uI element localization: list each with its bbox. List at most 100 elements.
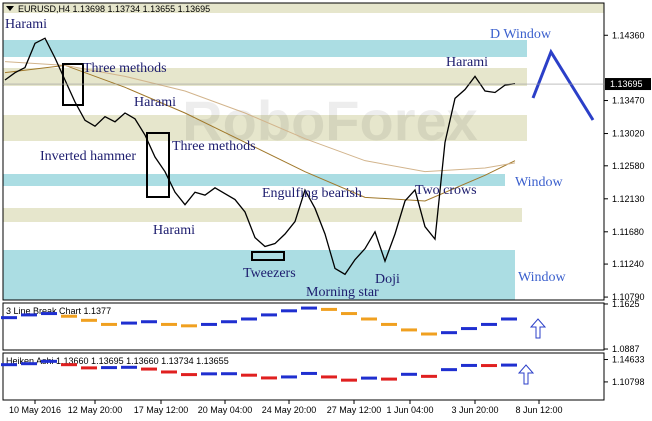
indicator-point [221,320,237,324]
zone [3,40,527,57]
indicator-point [181,324,197,328]
annotation: Harami [134,95,176,110]
indicator-point [161,370,177,374]
indicator-point [461,327,477,331]
indicator-point [101,322,117,326]
indicator-point [441,368,457,372]
current-price-box [605,78,651,91]
indicator-point [21,313,37,317]
x-tick-label: 24 May 20:00 [262,405,317,415]
price-plot [4,37,516,276]
indicator-point [481,364,497,368]
indicator-point [501,317,517,321]
indicator-point [501,363,517,367]
x-tick-label: 1 Jun 04:00 [386,405,433,415]
y-tick-label: 1.0887 [612,344,640,354]
x-tick-label: 8 Jun 12:00 [515,405,562,415]
x-tick-label: 10 May 2016 [9,405,61,415]
x-tick-label: 12 May 20:00 [68,405,123,415]
line-break-frame [2,302,605,351]
heiken-ashi-frame [2,352,605,401]
indicator-point [321,307,337,311]
y-tick-label: 1.10798 [612,377,645,387]
indicator-point [401,328,417,332]
y-tick-label: 1.13020 [612,129,645,139]
main-panel-frame [2,2,605,301]
indicator-point [141,367,157,371]
indicator-point [81,366,97,370]
x-tick-label: 3 Jun 20:00 [451,405,498,415]
indicator-point [361,376,377,380]
indicator-point [261,313,277,317]
pattern-box [146,132,170,198]
indicator-point [481,322,497,326]
annotation: Harami [153,223,195,238]
annotation: Two crows [415,183,477,198]
y-tick-label: 1.14360 [612,30,645,40]
indicator-point [41,312,57,316]
zone [3,208,522,222]
annotation: Three methods [83,61,167,76]
zone [3,115,527,141]
annotation: Window [518,270,567,285]
y-tick-label: 1.1625 [612,299,640,309]
y-tick-label: 1.12580 [612,161,645,171]
annotation: Harami [446,55,488,70]
y-tick-label: 1.12130 [612,194,645,204]
price-line [4,37,516,276]
indicator-point [141,320,157,324]
y-tick-label: 1.11680 [612,227,644,237]
indicator-point [301,306,317,310]
indicator-point [181,373,197,377]
up-arrow [517,364,535,385]
indicator-point [241,317,257,321]
current-price-label: 1.13695 [610,79,643,89]
indicator-point [121,321,137,325]
panel-title: 3 Line Break Chart 1.1377 [6,306,111,316]
indicator-point [381,322,397,326]
indicator-point [61,363,77,367]
indicator-point [441,331,457,335]
indicator-point [221,372,237,376]
pattern-box [62,63,84,106]
indicator-point [281,375,297,379]
annotation: Window [515,175,564,190]
indicator-point [301,371,317,375]
panel-title: Heiken Ashi 1.13660 1.13695 1.13660 1.13… [6,356,229,366]
annotation: Inverted hammer [40,149,136,164]
indicator-point [201,372,217,376]
indicator-point [161,322,177,326]
indicator-point [361,317,377,321]
indicator-point [241,373,257,377]
y-tick-label: 1.10790 [612,292,645,302]
indicator-point [41,359,57,363]
zone [3,3,604,13]
annotation: Harami [5,17,47,32]
indicator-point [341,312,357,316]
annotation: Tweezers [243,266,296,281]
indicator-point [401,372,417,376]
indicator-point [461,363,477,367]
indicator-point [121,365,137,369]
indicator-point [61,314,77,318]
indicator-point [21,362,37,366]
moving-average [4,61,516,173]
x-tick-label: 17 May 12:00 [134,405,189,415]
x-tick-label: 27 May 12:00 [327,405,382,415]
window-arrow [531,48,595,121]
annotation: D Window [490,27,552,42]
y-tick-label: 1.13470 [612,96,645,106]
chart-title: EURUSD,H4 1.13698 1.13734 1.13655 1.1369… [18,4,210,14]
indicator-point [1,363,17,367]
indicator-point [341,378,357,382]
pattern-box [251,251,285,261]
y-tick-label: 1.14633 [612,355,645,365]
annotation: Morning star [306,285,379,300]
annotation: Three methods [172,139,256,154]
up-arrow [529,318,547,339]
indicator-point [261,376,277,380]
moving-average [4,64,516,202]
watermark: RoboForex [182,89,478,152]
